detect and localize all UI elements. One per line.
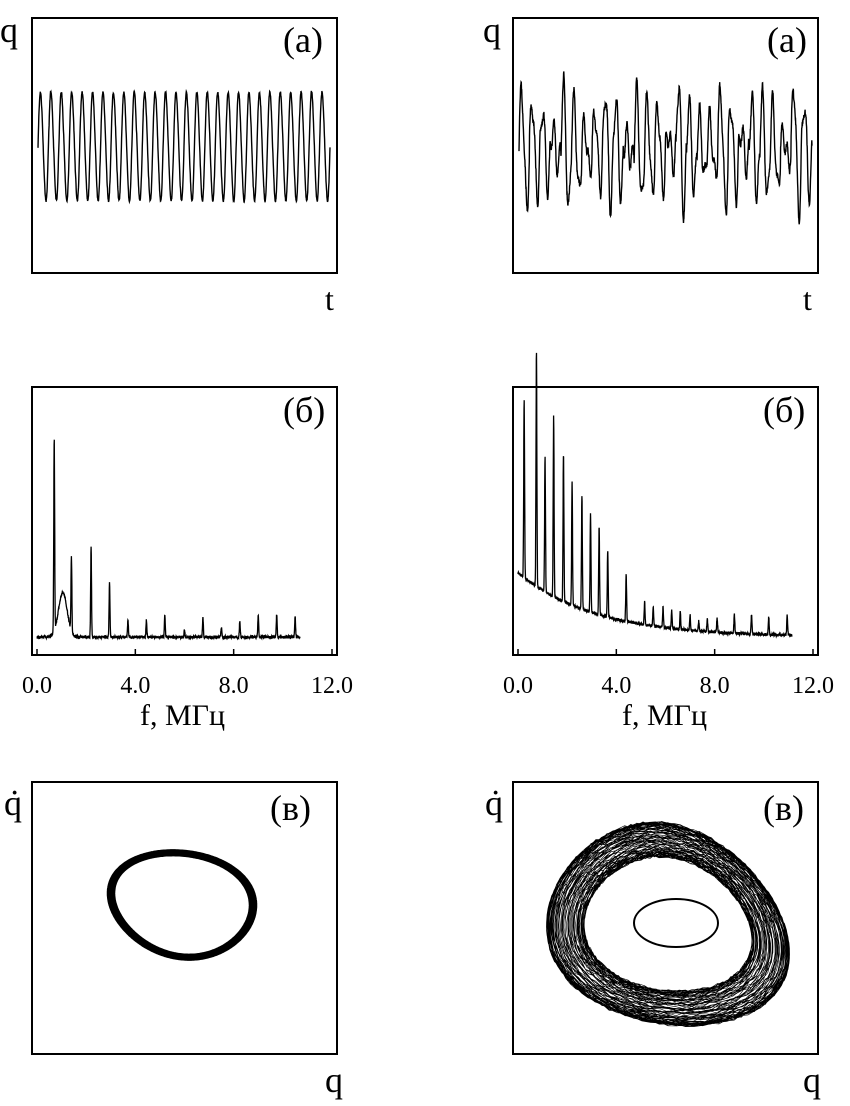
chart-periodic-phase-portrait: q̇ q (в)	[4, 781, 343, 1100]
panel-label: (б)	[763, 390, 805, 430]
x-axis-label: q	[803, 1060, 821, 1100]
series-line-group	[106, 849, 258, 961]
plot-frame	[31, 781, 338, 1055]
plot-frame	[31, 17, 338, 274]
plot-frame	[512, 17, 819, 274]
series-line-group	[37, 88, 331, 205]
y-axis-label: q̇	[4, 783, 22, 823]
x-tick-label: 0.0	[503, 673, 533, 699]
x-tick-label: 4.0	[601, 673, 631, 699]
y-axis-label: q	[0, 10, 18, 50]
x-tick-label: 12.0	[311, 673, 353, 699]
series-line-group	[517, 352, 793, 639]
chart-chaotic-phase-portrait: q̇ q (в)	[485, 781, 821, 1100]
series-line	[36, 439, 301, 641]
chart-chaotic-time-series: q t (а)	[483, 10, 819, 317]
panel-label: (б)	[283, 390, 325, 430]
attractor-hole	[633, 898, 719, 948]
x-tick-label: 8.0	[219, 673, 249, 699]
series-line-group	[546, 820, 790, 1028]
x-tick-group: 0.0 4.0 8.0 12.0	[22, 649, 353, 699]
plot-frame	[512, 386, 819, 656]
panel-label: (в)	[763, 788, 804, 828]
series-line	[546, 820, 790, 1028]
x-tick-group: 0.0 4.0 8.0 12.0	[503, 649, 834, 699]
plot-frame	[31, 386, 338, 656]
panel-label: (а)	[283, 20, 323, 60]
chart-periodic-spectrum: 0.0 4.0 8.0 12.0 f, МГц (б)	[22, 386, 353, 732]
x-axis-label: f, МГц	[622, 699, 707, 732]
series-line-group	[518, 71, 813, 225]
series-line	[518, 71, 813, 225]
series-line	[106, 849, 258, 961]
panel-label: (в)	[270, 788, 311, 828]
x-tick-label: 8.0	[700, 673, 730, 699]
plot-frame	[512, 781, 819, 1055]
y-axis-label: q	[483, 10, 501, 50]
panel-label: (а)	[767, 20, 807, 60]
y-axis-label: q̇	[485, 783, 503, 823]
series-line-group	[36, 439, 301, 641]
x-axis-label: f, МГц	[140, 699, 225, 732]
x-axis-label: t	[803, 281, 812, 317]
x-tick-label: 0.0	[22, 673, 52, 699]
chart-chaotic-spectrum: 0.0 4.0 8.0 12.0 f, МГц (б)	[503, 352, 834, 732]
chart-periodic-time-series: q t (а)	[0, 10, 338, 317]
x-axis-label: t	[325, 281, 334, 317]
x-tick-label: 4.0	[120, 673, 150, 699]
x-tick-label: 12.0	[792, 673, 834, 699]
x-axis-label: q	[325, 1060, 343, 1100]
series-line	[517, 352, 793, 639]
series-line	[37, 88, 331, 205]
